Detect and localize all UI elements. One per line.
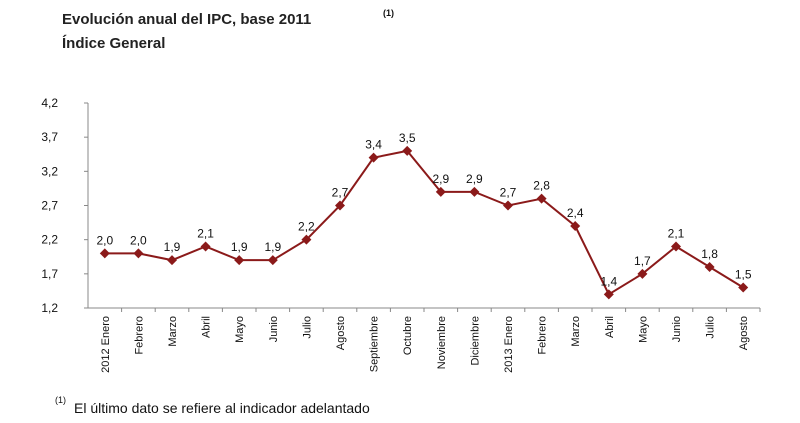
x-tick-label: 2013 Enero — [503, 316, 515, 373]
x-tick-label: Mayo — [637, 316, 649, 343]
x-tick-label: Agosto — [335, 316, 347, 350]
x-tick-label: Abril — [201, 316, 213, 338]
value-label: 3,4 — [365, 138, 382, 152]
marker — [402, 145, 413, 156]
value-label: 1,8 — [701, 247, 718, 261]
marker — [335, 200, 345, 211]
footnote-text: El último dato se refiere al indicador a… — [74, 400, 370, 416]
x-tick-label: Marzo — [570, 316, 582, 347]
value-label: 3,5 — [399, 131, 416, 145]
x-tick-label: Junio — [268, 316, 280, 342]
y-tick-label: 3,2 — [41, 164, 58, 178]
marker — [704, 262, 715, 272]
marker — [301, 234, 312, 245]
y-tick-label: 1,2 — [41, 301, 58, 315]
marker — [99, 248, 110, 259]
y-tick-label: 1,7 — [41, 267, 58, 281]
marker — [167, 255, 177, 266]
y-tick-label: 3,7 — [41, 130, 58, 144]
x-tick-label: Julio — [301, 316, 313, 339]
x-tick-label: Mayo — [234, 316, 246, 343]
value-label: 2,0 — [130, 233, 147, 247]
marker — [603, 289, 614, 300]
y-tick-label: 4,2 — [41, 96, 58, 110]
marker — [503, 200, 513, 211]
marker — [200, 241, 211, 252]
x-tick-label: Junio — [671, 316, 683, 342]
x-tick-label: Septiembre — [369, 316, 381, 372]
chart-title: Evolución anual del IPC, base 2011 — [62, 11, 311, 28]
chart-subtitle: Índice General — [62, 35, 165, 52]
marker — [570, 221, 581, 231]
value-label: 2,8 — [533, 179, 550, 193]
footnote-marker: (1) — [55, 395, 66, 405]
value-label: 1,9 — [164, 240, 181, 254]
value-label: 2,2 — [298, 220, 315, 234]
x-tick-label: Abril — [604, 316, 616, 338]
value-label: 2,9 — [466, 172, 483, 186]
title-note: (1) — [383, 8, 394, 18]
x-tick-label: Octubre — [402, 316, 414, 355]
marker — [368, 152, 379, 163]
value-label: 1,5 — [735, 268, 752, 282]
marker — [133, 248, 144, 259]
value-label: 1,4 — [600, 274, 617, 288]
marker — [738, 282, 749, 293]
marker — [435, 186, 446, 197]
x-tick-label: Diciembre — [469, 316, 481, 366]
x-tick-label: Marzo — [167, 316, 179, 347]
marker — [536, 193, 547, 204]
marker — [637, 268, 648, 279]
x-tick-label: Noviembre — [436, 316, 448, 369]
value-label: 2,7 — [332, 186, 349, 200]
marker — [267, 255, 278, 266]
x-tick-label: 2012 Enero — [100, 316, 112, 373]
value-label: 1,7 — [634, 254, 651, 268]
x-tick-label: Febrero — [537, 316, 549, 355]
line — [104, 149, 744, 296]
y-tick-label: 2,2 — [41, 233, 58, 247]
value-label: 2,9 — [432, 172, 449, 186]
x-tick-label: Julio — [705, 316, 717, 339]
y-tick-label: 2,7 — [41, 199, 58, 213]
value-label: 2,7 — [500, 186, 517, 200]
marker — [469, 186, 480, 197]
x-tick-label: Febrero — [133, 316, 145, 355]
value-label: 1,9 — [264, 240, 281, 254]
value-label: 1,9 — [231, 240, 248, 254]
marker — [671, 241, 681, 252]
x-tick-label: Agosto — [738, 316, 750, 350]
value-label: 2,1 — [197, 227, 214, 241]
value-label: 2,1 — [668, 227, 685, 241]
value-label: 2,4 — [567, 206, 584, 220]
marker — [234, 255, 245, 266]
value-label: 2,0 — [96, 233, 113, 247]
